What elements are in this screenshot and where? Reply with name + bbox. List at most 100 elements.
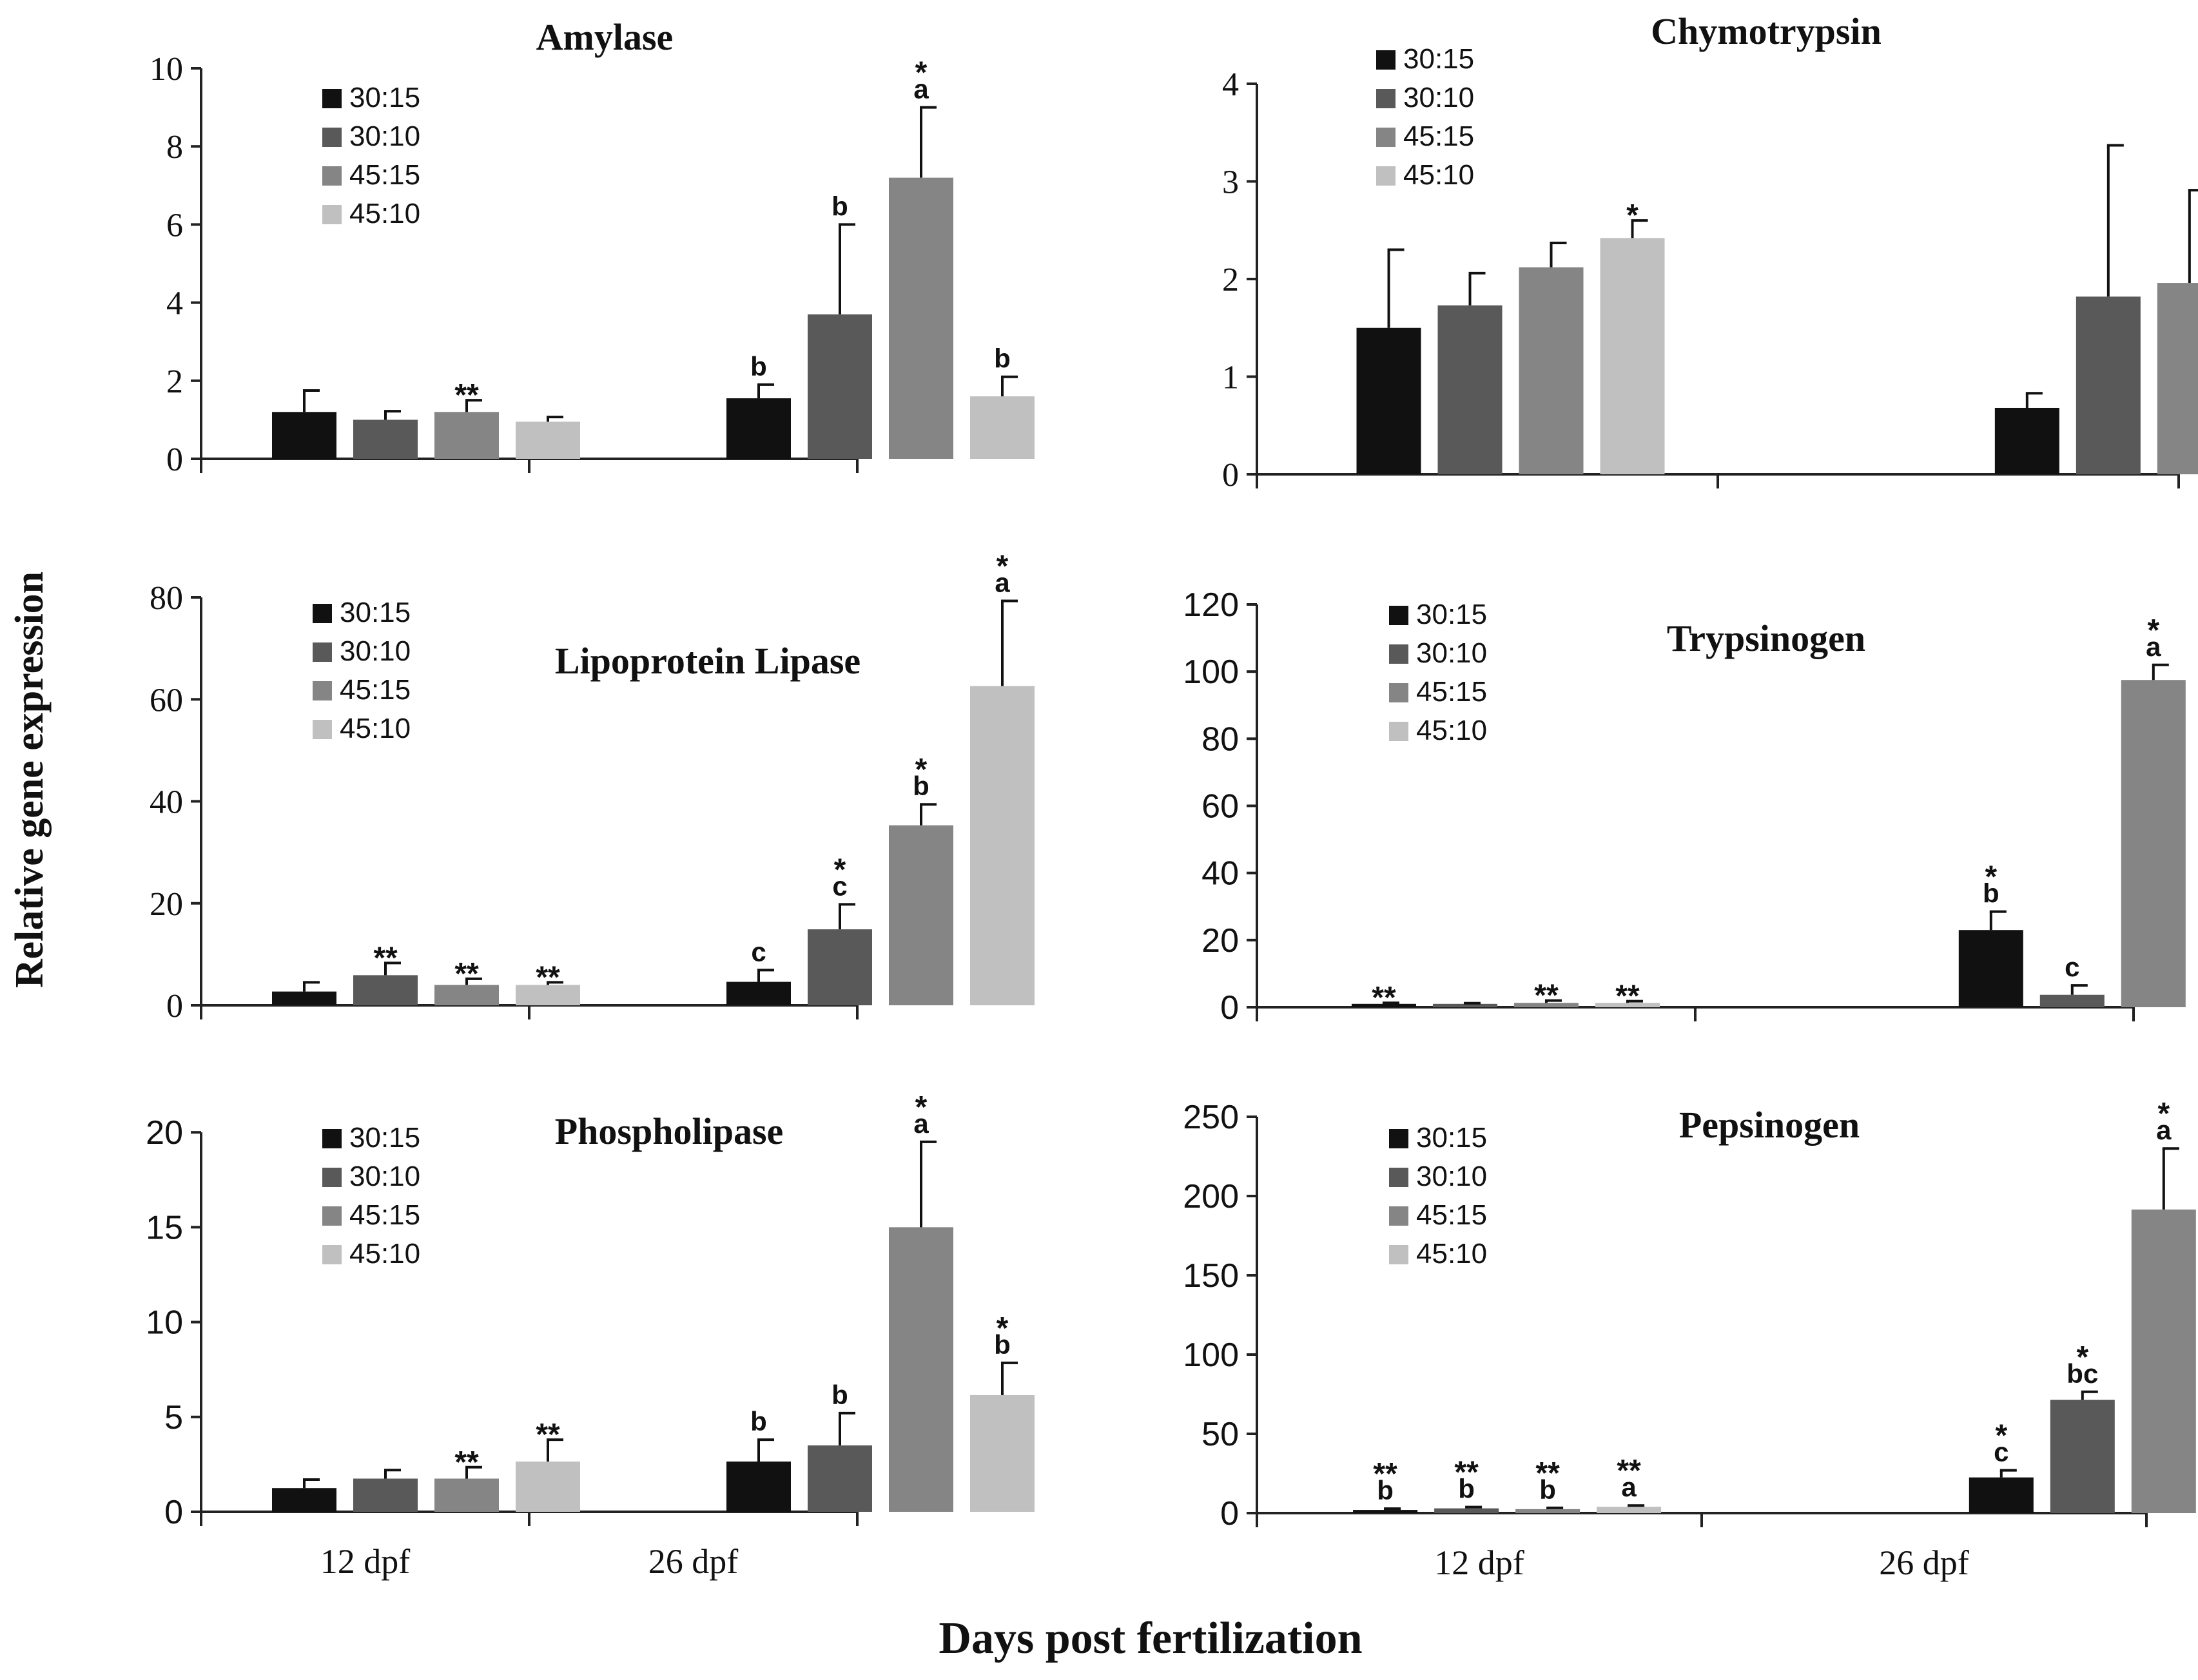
significance-letter: c xyxy=(751,936,766,967)
bar-45-15-12-dpf xyxy=(434,1478,499,1512)
y-tick-label: 0 xyxy=(166,988,183,1025)
significance-stars: ** xyxy=(536,960,560,994)
significance-stars: * xyxy=(997,550,1009,584)
legend-swatch-30-15 xyxy=(1376,50,1396,70)
significance-stars: * xyxy=(915,56,928,90)
y-tick-label: 2 xyxy=(1222,262,1239,298)
y-tick-label: 50 xyxy=(1201,1416,1239,1453)
bar-45-10-12-dpf xyxy=(1600,238,1665,474)
y-tick-label: 100 xyxy=(1183,1337,1239,1374)
y-tick-label: 60 xyxy=(150,682,183,719)
significance-stars: ** xyxy=(454,378,479,412)
bar-30-10-26-dpf xyxy=(2050,1400,2115,1513)
legend-label-30-15: 30:15 xyxy=(349,1122,420,1154)
legend-label-30-15: 30:15 xyxy=(1403,43,1474,75)
legend-swatch-45-15 xyxy=(1376,128,1396,147)
y-tick-label: 80 xyxy=(1201,720,1239,758)
significance-stars: ** xyxy=(1535,1456,1560,1491)
significance-letter: a xyxy=(1621,1472,1637,1502)
significance-stars: * xyxy=(834,853,846,887)
significance-stars: * xyxy=(2076,1340,2088,1375)
significance-letter: b xyxy=(994,1329,1011,1360)
bar-30-15-26-dpf xyxy=(1994,407,2059,474)
figure-y-axis-label: Relative gene expression xyxy=(8,572,52,988)
y-tick-label: 3 xyxy=(1222,164,1239,201)
bar-45-10-26-dpf xyxy=(970,396,1035,459)
legend-label-30-10: 30:10 xyxy=(1416,1161,1487,1192)
chart-panel-lipoprotein-lipase: Lipoprotein Lipase020406080c**c***b***a*… xyxy=(150,550,1035,1025)
significance-letter: a xyxy=(913,74,929,104)
y-tick-label: 5 xyxy=(164,1399,183,1436)
significance-letter: b xyxy=(832,1380,848,1410)
chart-title-phospholipase: Phospholipase xyxy=(555,1110,784,1152)
legend-label-45-15: 45:15 xyxy=(349,159,420,191)
significance-letter: b xyxy=(1539,1474,1556,1505)
x-category-label: 12 dpf xyxy=(1434,1543,1524,1582)
y-tick-label: 0 xyxy=(1220,989,1239,1027)
chart-title-trypsinogen: Trypsinogen xyxy=(1667,617,1865,659)
legend-label-30-15: 30:15 xyxy=(349,82,420,113)
legend-swatch-30-10 xyxy=(1376,89,1396,108)
legend-swatch-30-15 xyxy=(313,604,332,623)
significance-letter: b xyxy=(1458,1474,1475,1504)
x-category-label: 26 dpf xyxy=(1879,1543,1969,1582)
bar-30-10-26-dpf xyxy=(2039,994,2105,1007)
significance-stars: * xyxy=(1995,1419,2007,1453)
legend-label-30-10: 30:10 xyxy=(1416,637,1487,669)
significance-letter: b xyxy=(750,1406,767,1436)
bar-45-15-26-dpf xyxy=(889,1227,953,1512)
bar-30-10-12-dpf xyxy=(353,420,418,459)
bar-30-10-12-dpf xyxy=(1434,1508,1499,1513)
legend-swatch-30-10 xyxy=(313,642,332,662)
significance-letter: a xyxy=(995,568,1010,598)
y-tick-label: 2 xyxy=(166,363,183,400)
bar-30-15-26-dpf xyxy=(726,981,791,1005)
bar-30-15-12-dpf xyxy=(272,1488,336,1512)
chart-title-amylase: Amylase xyxy=(536,16,674,58)
x-category-label: 26 dpf xyxy=(648,1542,739,1581)
significance-letter: b xyxy=(1983,878,1999,909)
significance-letter: c xyxy=(1994,1437,2008,1467)
bar-45-15-12-dpf xyxy=(434,412,499,459)
legend-label-30-10: 30:10 xyxy=(1403,82,1474,113)
chart-title-pepsinogen: Pepsinogen xyxy=(1679,1104,1860,1146)
bar-45-10-26-dpf xyxy=(970,686,1035,1005)
bar-45-15-26-dpf xyxy=(889,177,953,459)
legend-label-45-15: 45:15 xyxy=(1403,121,1474,152)
bar-30-15-12-dpf xyxy=(272,991,336,1005)
legend-swatch-45-10 xyxy=(1389,1245,1408,1264)
legend-swatch-45-10 xyxy=(313,720,332,739)
legend-swatch-30-10 xyxy=(1389,1168,1408,1187)
bar-45-15-26-dpf xyxy=(2121,680,2186,1007)
significance-stars: * xyxy=(1985,860,1997,894)
bar-30-15-12-dpf xyxy=(272,412,336,459)
legend-swatch-45-15 xyxy=(322,166,342,186)
bar-45-15-26-dpf xyxy=(2157,283,2198,474)
legend-swatch-30-15 xyxy=(322,89,342,108)
bar-30-15-26-dpf xyxy=(726,398,791,459)
significance-stars: * xyxy=(915,753,928,787)
legend-label-30-15: 30:15 xyxy=(340,597,411,628)
significance-letter: c xyxy=(832,871,847,901)
significance-stars: * xyxy=(1626,198,1639,233)
significance-letter: a xyxy=(913,1108,929,1139)
bar-45-15-12-dpf xyxy=(1513,1003,1579,1007)
y-tick-label: 0 xyxy=(166,441,183,478)
chart-title-chymotrypsin: Chymotrypsin xyxy=(1651,10,1882,52)
legend-label-45-10: 45:10 xyxy=(349,198,420,229)
legend-swatch-45-10 xyxy=(322,205,342,224)
legend-swatch-30-15 xyxy=(1389,1129,1408,1148)
y-tick-label: 80 xyxy=(150,580,183,617)
y-tick-label: 10 xyxy=(146,1304,183,1342)
y-tick-label: 20 xyxy=(146,1114,183,1152)
legend-swatch-30-10 xyxy=(322,128,342,147)
y-tick-label: 100 xyxy=(1183,653,1239,691)
bar-30-15-12-dpf xyxy=(1351,1003,1416,1007)
y-tick-label: 40 xyxy=(1201,855,1239,893)
legend-swatch-45-15 xyxy=(322,1206,342,1226)
significance-stars: * xyxy=(2157,1097,2170,1131)
bar-30-10-26-dpf xyxy=(808,1445,872,1512)
significance-stars: ** xyxy=(1617,1454,1641,1488)
